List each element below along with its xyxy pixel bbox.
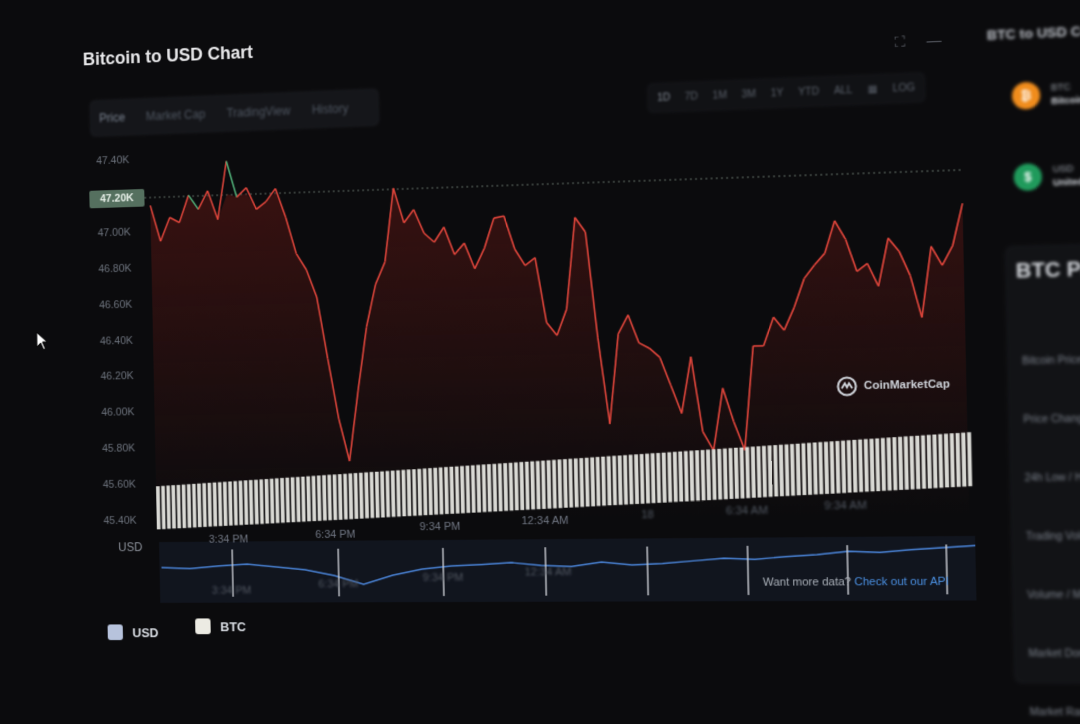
watermark-text: CoinMarketCap [864, 378, 950, 392]
price-chart[interactable] [9, 0, 1080, 724]
bitcoin-icon: ₿ [1012, 82, 1041, 110]
legend-btc-swatch [195, 618, 211, 634]
reference-price-line [144, 170, 963, 198]
x-tick-label: 12:34 AM [521, 515, 568, 528]
overview-x-tick-label: 12:34 AM [524, 566, 571, 578]
legend-btc-label: BTC [220, 619, 246, 634]
dollar-icon: $ [1013, 163, 1042, 191]
more-data-note: Want more data? Check out our API [763, 576, 949, 589]
price-stat-row: Bitcoin Price [1022, 355, 1080, 368]
coinmarketcap-logo-icon [836, 376, 858, 397]
overview-axis-label: USD [118, 540, 142, 554]
overview-x-tick-label: 3:34 PM [212, 585, 252, 597]
x-tick-label: 6:34 AM [726, 505, 768, 518]
mouse-cursor-icon [36, 331, 50, 351]
price-stat-row: 24h Low / H [1024, 472, 1080, 484]
price-stat-row: Market Rank [1030, 707, 1080, 719]
legend-btc[interactable]: BTC [195, 618, 246, 634]
price-stats-panel [1004, 243, 1080, 685]
legend-usd-label: USD [132, 625, 158, 640]
coin-usd[interactable]: USD United S [1053, 161, 1080, 190]
legend-usd-swatch [108, 624, 123, 640]
x-tick-label: 18 [641, 509, 654, 521]
coin-btc-symbol: BTC [1051, 80, 1080, 95]
btc-price-heading: BTC Price [1016, 257, 1080, 284]
overview-x-tick-label: 9:34 PM [423, 572, 464, 584]
converter-title: BTC to USD Co [987, 23, 1080, 43]
coin-usd-name: United S [1053, 176, 1080, 188]
coin-usd-symbol: USD [1053, 161, 1080, 176]
legend-usd[interactable]: USD [108, 624, 159, 640]
x-tick-label: 9:34 PM [419, 521, 460, 533]
overview-x-tick-label: 6:34 PM [318, 578, 358, 590]
x-tick-label: 9:34 AM [824, 500, 867, 513]
watermark: CoinMarketCap [836, 374, 950, 397]
more-data-prefix: Want more data? [763, 576, 852, 589]
price-stat-row: Price Change [1023, 413, 1080, 426]
chart-window: Bitcoin to USD Chart ⛶ — Price Market Ca… [9, 0, 1080, 724]
price-stat-row: Volume / Mark [1027, 590, 1080, 602]
api-link[interactable]: Check out our API [854, 576, 949, 589]
price-line-segment [226, 161, 236, 198]
coin-btc-name: Bitcoin [1051, 94, 1080, 106]
x-tick-label: 6:34 PM [315, 529, 355, 541]
price-stat-row: Market Dominan [1028, 648, 1080, 660]
price-stat-row: Trading Volume [1026, 531, 1080, 543]
x-tick-label: 3:34 PM [209, 534, 249, 546]
converter-sidebar: BTC to USD Co ₿ BTC Bitcoin $ USD United… [979, 0, 1080, 724]
coin-btc[interactable]: BTC Bitcoin [1051, 80, 1080, 109]
